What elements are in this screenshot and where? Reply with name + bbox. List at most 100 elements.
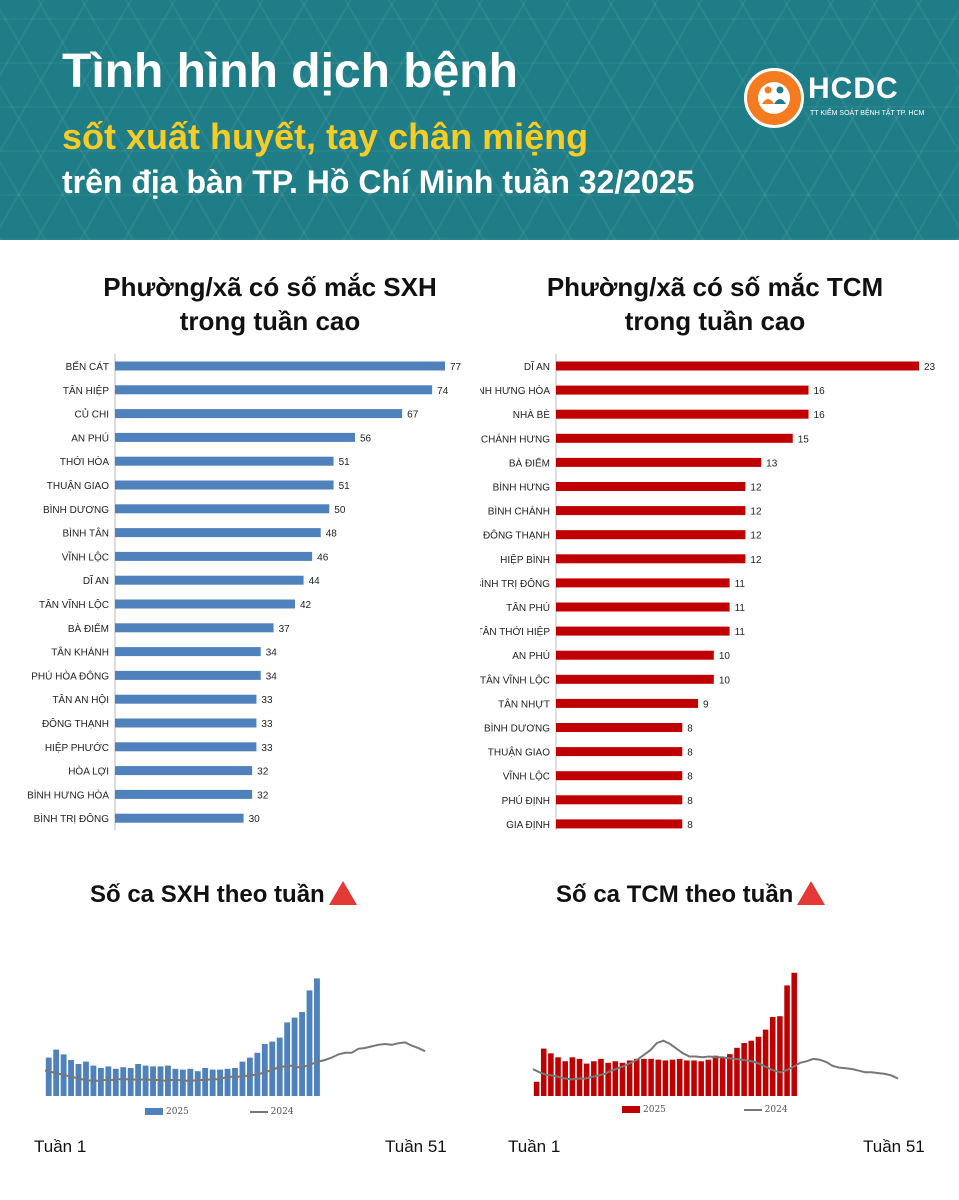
sxh-ward-chart-title: Phường/xã có số mắc SXH trong tuần cao bbox=[60, 270, 480, 338]
bar-value-label: 56 bbox=[360, 433, 372, 444]
week-bar-2025 bbox=[269, 1041, 276, 1096]
bar-value-label: 48 bbox=[326, 529, 338, 540]
bar-category-label: BÌNH CHÁNH bbox=[488, 505, 550, 518]
bar bbox=[115, 528, 321, 538]
bar-value-label: 10 bbox=[719, 675, 731, 686]
week-line-2024 bbox=[532, 1039, 899, 1081]
tcm-ward-chart-title-line1: Phường/xã có số mắc TCM bbox=[546, 272, 884, 302]
tcm-axis-end-label: Tuần 51 bbox=[863, 1137, 925, 1156]
week-bar-2025 bbox=[727, 1054, 733, 1096]
tcm-ward-chart-title: Phường/xã có số mắc TCM trong tuần cao bbox=[500, 270, 930, 338]
week-bar-2025 bbox=[626, 1060, 633, 1096]
legend-label-2025: 2025 bbox=[643, 1105, 666, 1115]
bar bbox=[115, 766, 253, 776]
logo-subtext: TT KIỂM SOÁT BỆNH TẬT TP. HCM bbox=[810, 110, 925, 117]
bar bbox=[556, 506, 746, 516]
week-bar-2025 bbox=[662, 1060, 669, 1096]
bar-value-label: 15 bbox=[798, 434, 810, 445]
week-bar-2025 bbox=[540, 1048, 547, 1096]
logo-text: HCDC bbox=[808, 72, 899, 105]
week-bar-2025 bbox=[202, 1068, 209, 1096]
bar bbox=[556, 433, 793, 443]
bar-category-label: TÂN VĨNH LỘC bbox=[480, 673, 550, 686]
bar-category-label: HIỆP BÌNH bbox=[500, 553, 550, 566]
bar-category-label: BÌNH TÂN bbox=[63, 527, 110, 540]
bar-category-label: TÂN HIỆP bbox=[63, 384, 109, 397]
legend-swatch-2025 bbox=[622, 1106, 640, 1113]
bar bbox=[115, 623, 274, 633]
week-bar-2025 bbox=[179, 1069, 186, 1096]
bar-value-label: 23 bbox=[924, 362, 936, 373]
week-bar-2025 bbox=[246, 1057, 253, 1096]
week-bar-2025 bbox=[232, 1068, 238, 1096]
bar bbox=[556, 385, 809, 395]
bar-value-label: 32 bbox=[257, 767, 269, 778]
bar-value-label: 12 bbox=[750, 483, 762, 494]
bar-category-label: CỦ CHI bbox=[75, 408, 109, 421]
week-bar-2025 bbox=[784, 985, 790, 1096]
bar bbox=[556, 747, 683, 757]
bar-value-label: 51 bbox=[339, 457, 351, 468]
bar-category-label: BÀ ĐIỂM bbox=[509, 456, 550, 469]
week-bar-2025 bbox=[314, 978, 320, 1096]
week-bar-2025 bbox=[741, 1043, 747, 1096]
bar bbox=[556, 626, 730, 636]
bar bbox=[556, 771, 683, 781]
bar-category-label: ĐÔNG THẠNH bbox=[42, 717, 109, 730]
week-bar-2025 bbox=[299, 1012, 305, 1096]
header-banner: Tình hình dịch bệnh sốt xuất huyết, tay … bbox=[0, 0, 959, 240]
bar-category-label: VĨNH LỘC bbox=[62, 550, 109, 563]
week-bar-2025 bbox=[591, 1061, 597, 1096]
bar-category-label: AN PHÚ bbox=[71, 431, 109, 444]
bar bbox=[115, 813, 244, 823]
bar bbox=[115, 718, 257, 728]
week-bar-2025 bbox=[777, 1016, 783, 1096]
bar-category-label: PHÚ HÒA ĐÔNG bbox=[31, 669, 109, 682]
bar-category-label: BẾN CÁT bbox=[66, 360, 109, 373]
bar-value-label: 51 bbox=[339, 481, 351, 492]
week-bar-2025 bbox=[142, 1065, 149, 1096]
week-bar-2025 bbox=[619, 1062, 626, 1096]
bar bbox=[115, 480, 334, 490]
legend-label-2024: 2024 bbox=[764, 1105, 788, 1115]
week-bar-2025 bbox=[641, 1058, 647, 1096]
bar-value-label: 10 bbox=[719, 651, 731, 662]
bar-value-label: 9 bbox=[703, 699, 709, 710]
week-bar-2025 bbox=[209, 1069, 216, 1096]
tcm-ward-bar-chart: DĨ AN 23 BÌNH HƯNG HÒA 16 NHÀ BÈ 16 CHÁNH HƯNG… bbox=[480, 354, 936, 830]
week-bar-2025 bbox=[97, 1068, 104, 1096]
sxh-axis-start-label: Tuần 1 bbox=[34, 1137, 87, 1156]
week-bar-2025 bbox=[691, 1060, 697, 1096]
bar-category-label: THỚI HÒA bbox=[60, 455, 109, 468]
bar bbox=[556, 819, 683, 829]
week-bar-2025 bbox=[669, 1059, 676, 1096]
bar-value-label: 50 bbox=[334, 505, 346, 516]
bar-value-label: 74 bbox=[437, 386, 449, 397]
logo-badge-icon bbox=[744, 68, 804, 128]
bar-value-label: 11 bbox=[735, 579, 746, 590]
week-bar-2025 bbox=[150, 1066, 156, 1096]
bar-value-label: 13 bbox=[766, 458, 778, 469]
bar-category-label: VĨNH LỘC bbox=[503, 770, 550, 783]
bar-category-label: GIA ĐỊNH bbox=[506, 820, 550, 830]
week-bar-2025 bbox=[306, 990, 313, 1096]
bar-value-label: 77 bbox=[450, 362, 462, 373]
page-subtitle-location: trên địa bàn TP. Hồ Chí Minh tuần 32/202… bbox=[62, 164, 695, 200]
bar-category-label: BÌNH HƯNG HÒA bbox=[27, 788, 109, 801]
bar-value-label: 12 bbox=[750, 507, 762, 518]
bar-category-label: TÂN KHÁNH bbox=[51, 646, 109, 659]
hcdc-logo: HCDC TT KIỂM SOÁT BỆNH TẬT TP. HCM bbox=[744, 64, 924, 134]
bar bbox=[115, 647, 261, 657]
bar-category-label: BÀ ĐIỂM bbox=[68, 622, 109, 635]
tcm-axis-start-label: Tuần 1 bbox=[508, 1137, 561, 1156]
bar-value-label: 33 bbox=[261, 719, 273, 730]
legend-swatch-2025 bbox=[145, 1108, 163, 1115]
bar-category-label: TÂN THỚI HIỆP bbox=[480, 625, 550, 638]
tcm-weekly-chart-title-text: Số ca TCM theo tuần bbox=[556, 881, 794, 908]
bar bbox=[115, 670, 261, 680]
bar-category-label: BÌNH HƯNG HÒA bbox=[480, 384, 550, 397]
bar bbox=[556, 361, 919, 371]
week-bar-2025 bbox=[762, 1029, 769, 1096]
legend-label-2025: 2025 bbox=[166, 1107, 189, 1117]
tcm-weekly-chart-title: Số ca TCM theo tuần bbox=[556, 881, 826, 909]
